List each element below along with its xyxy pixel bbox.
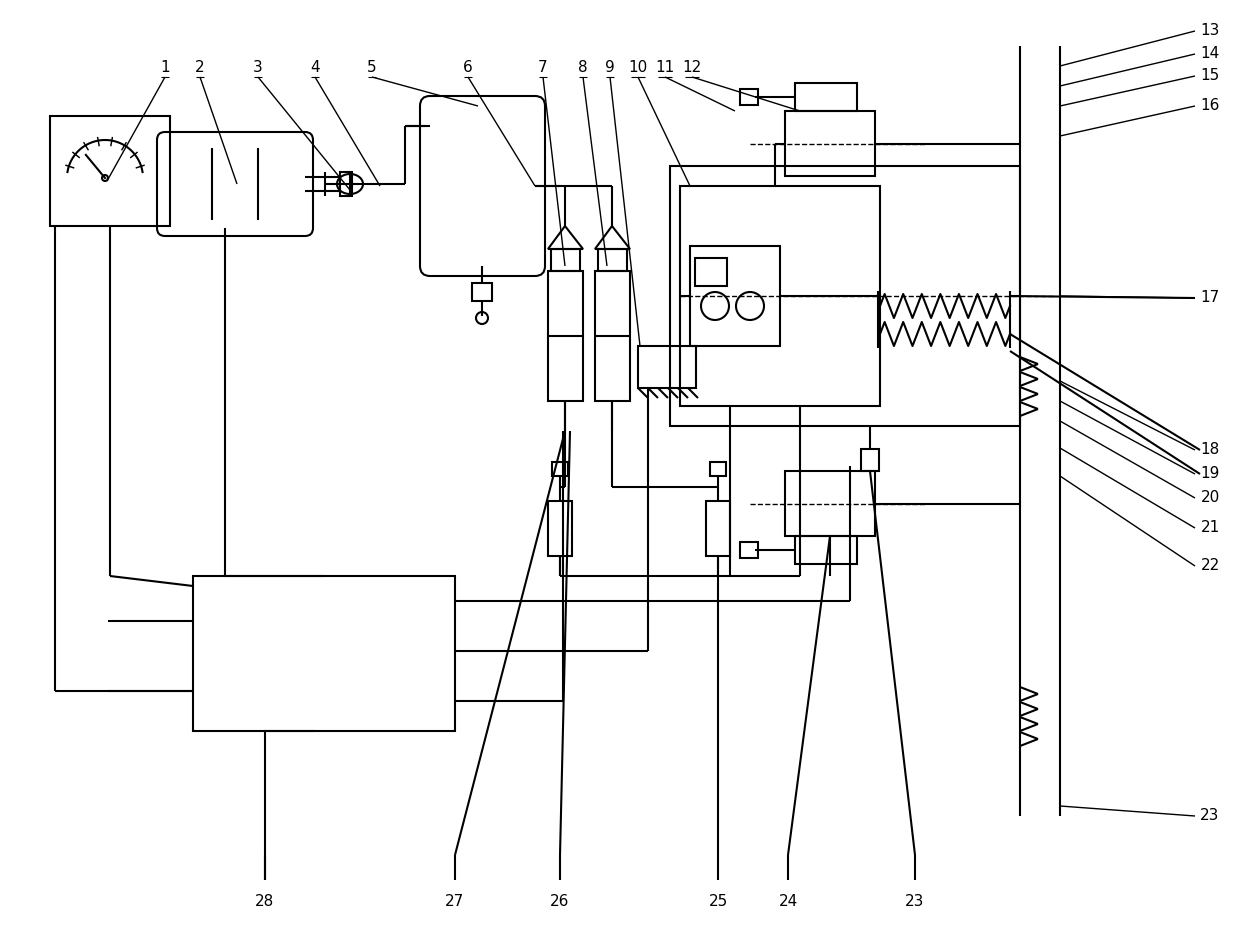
Text: 26: 26	[551, 895, 569, 909]
Text: 5: 5	[367, 61, 377, 76]
Text: 15: 15	[1200, 68, 1220, 83]
Text: 17: 17	[1200, 290, 1220, 306]
Text: 12: 12	[682, 61, 702, 76]
Text: 9: 9	[605, 61, 615, 76]
Bar	[706, 501, 730, 556]
Text: 1: 1	[160, 61, 170, 76]
Bar	[548, 271, 583, 401]
Bar	[551, 249, 580, 271]
Bar	[785, 471, 875, 536]
Bar	[670, 166, 1021, 426]
Bar	[711, 462, 725, 476]
Text: 25: 25	[708, 895, 728, 909]
Text: 3: 3	[253, 61, 263, 76]
Bar	[472, 283, 492, 301]
Bar	[552, 462, 568, 476]
Text: 6: 6	[463, 61, 472, 76]
Bar	[193, 576, 455, 731]
Text: 7: 7	[538, 61, 548, 76]
Text: 16: 16	[1200, 98, 1220, 114]
Bar	[50, 116, 170, 226]
Text: 8: 8	[578, 61, 588, 76]
Text: 13: 13	[1200, 24, 1220, 39]
Text: 11: 11	[656, 61, 675, 76]
Bar	[694, 258, 727, 286]
Text: 23: 23	[905, 895, 925, 909]
Text: 18: 18	[1200, 443, 1220, 458]
Bar	[340, 172, 352, 196]
Bar	[785, 111, 875, 176]
Text: 24: 24	[779, 895, 797, 909]
Bar	[795, 83, 857, 111]
Bar	[680, 186, 880, 406]
Text: 21: 21	[1200, 520, 1220, 535]
Bar	[639, 346, 696, 388]
Text: 27: 27	[445, 895, 465, 909]
Text: 20: 20	[1200, 490, 1220, 505]
Text: 19: 19	[1200, 466, 1220, 482]
Bar	[740, 89, 758, 105]
Bar	[598, 249, 627, 271]
Text: 28: 28	[255, 895, 274, 909]
Text: 22: 22	[1200, 558, 1220, 573]
Text: 2: 2	[195, 61, 205, 76]
Bar	[795, 536, 857, 564]
Bar	[861, 449, 879, 471]
Bar	[740, 542, 758, 558]
Text: 4: 4	[310, 61, 320, 76]
Bar	[689, 246, 780, 346]
Bar	[595, 271, 630, 401]
Text: 14: 14	[1200, 46, 1220, 61]
Text: 10: 10	[629, 61, 647, 76]
Text: 23: 23	[1200, 809, 1220, 824]
Bar	[548, 501, 572, 556]
